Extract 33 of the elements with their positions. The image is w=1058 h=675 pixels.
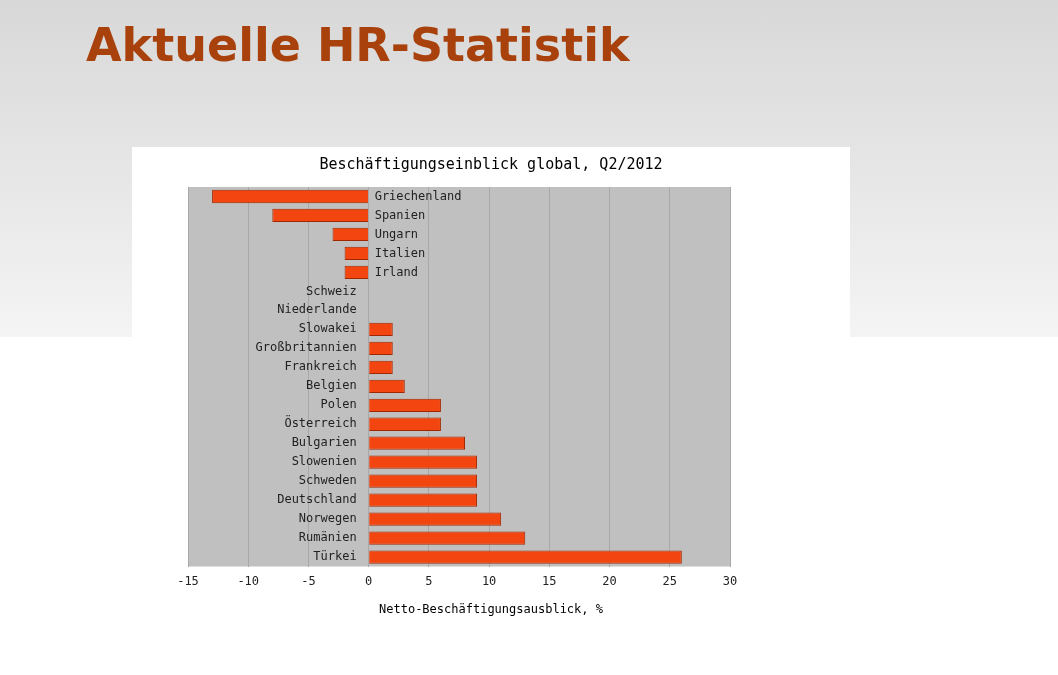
- y-tick-label: Rumänien: [298, 530, 357, 545]
- y-tick-label: Frankreich: [284, 359, 357, 374]
- y-tick-label: Schweden: [298, 473, 357, 488]
- x-axis-title: Netto-Beschäftigungsausblick, %: [378, 602, 604, 616]
- chart-subtitle: Beschäftigungseinblick global, Q2/2012: [318, 155, 664, 173]
- y-tick-label: Belgien: [306, 378, 357, 393]
- y-tick-label: Polen: [320, 397, 357, 412]
- x-tick-label: -15: [177, 573, 199, 588]
- x-tick-label: 0: [365, 573, 373, 588]
- y-tick-label: Deutschland: [277, 492, 357, 507]
- y-tick-label: Ungarn: [374, 226, 419, 241]
- y-tick-label: Österreich: [284, 414, 357, 431]
- x-tick-label: 25: [662, 573, 677, 588]
- y-tick-label: Großbritannien: [255, 340, 357, 355]
- x-tick-label: 20: [602, 573, 617, 588]
- y-tick-label: Norwegen: [298, 511, 357, 526]
- x-tick-label: 10: [481, 573, 497, 588]
- x-tick-label: -5: [301, 573, 316, 588]
- x-tick-label: 30: [722, 573, 738, 588]
- y-tick-label: Spanien: [374, 207, 426, 222]
- y-tick-label: Italien: [374, 245, 426, 260]
- y-tick-label: Irland: [374, 264, 419, 279]
- chart-title: Aktuelle HR-Statistik: [86, 18, 630, 72]
- x-tick-label: 15: [542, 573, 557, 588]
- y-tick-label: Griechenland: [374, 188, 462, 203]
- y-tick-label: Türkei: [313, 549, 357, 564]
- y-tick-label: Slowenien: [291, 454, 357, 469]
- y-tick-label: Slowakei: [298, 321, 357, 336]
- x-tick-label: -10: [237, 573, 260, 588]
- y-tick-label: Schweiz: [306, 283, 357, 298]
- y-tick-label: Niederlande: [277, 302, 357, 317]
- x-tick-label: 5: [425, 573, 433, 588]
- y-tick-label: Bulgarien: [291, 435, 357, 450]
